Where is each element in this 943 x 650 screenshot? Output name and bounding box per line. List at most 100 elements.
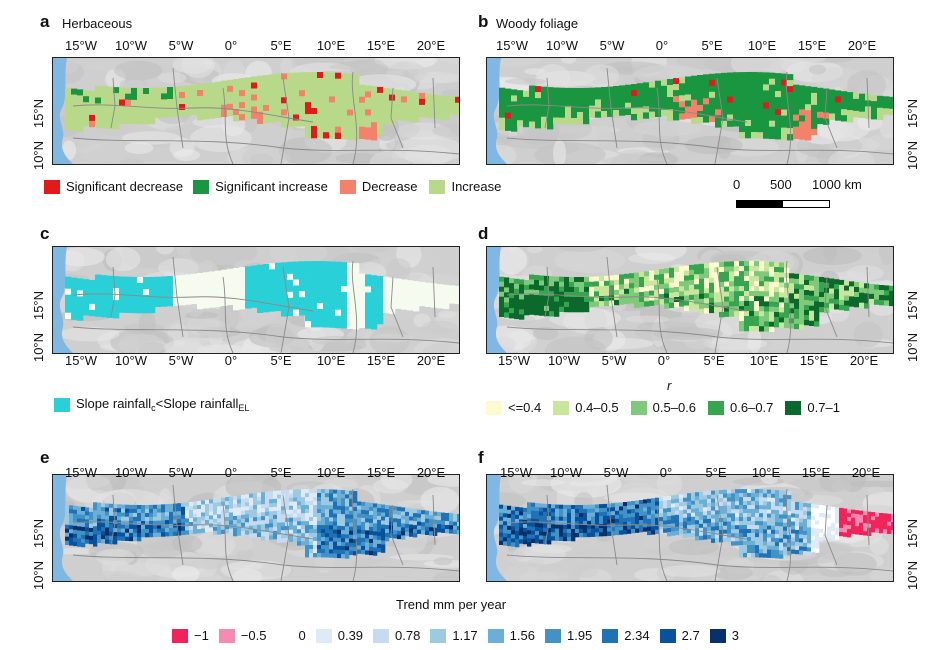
map-cell [754, 266, 760, 272]
map-cell [759, 529, 764, 534]
map-cell [747, 489, 752, 494]
map-cell [771, 549, 776, 555]
map-cell [101, 116, 108, 123]
map-cell [143, 283, 150, 290]
map-cell [535, 104, 542, 111]
map-cell [353, 535, 358, 540]
map-cell [697, 87, 704, 94]
map-cell [117, 508, 122, 513]
map-cell [269, 263, 276, 270]
map-cell [869, 288, 875, 295]
map-cell [771, 517, 776, 523]
map-cell [539, 519, 544, 524]
map-cell [421, 530, 426, 535]
relief-shade [56, 247, 105, 267]
map-cell [245, 95, 252, 102]
map-cell [193, 521, 198, 526]
map-cell [371, 98, 378, 105]
map-cell [807, 515, 812, 520]
map-cell [203, 278, 210, 285]
map-cell [809, 310, 815, 316]
map-cell [867, 531, 872, 536]
map-cell [733, 90, 740, 97]
map-cell [531, 526, 536, 531]
map-cell [113, 306, 120, 313]
map-cell [353, 523, 358, 528]
map-cell [257, 117, 264, 124]
map-cell [584, 306, 590, 313]
map-cell [397, 510, 402, 516]
map-cell [203, 101, 210, 108]
map-cell [161, 532, 166, 537]
map-cell [847, 517, 852, 522]
map-cell [273, 526, 278, 532]
map-cell [789, 303, 795, 309]
map-cell [775, 542, 780, 547]
map-cell [413, 293, 420, 300]
map-cell [679, 101, 686, 108]
map-cell [311, 108, 318, 115]
map-cell [317, 533, 322, 538]
map-cell [389, 295, 396, 302]
map-cell [511, 534, 516, 539]
legend-item-increase: Increase [429, 179, 501, 194]
map-cell [197, 525, 202, 530]
map-cell [587, 532, 592, 538]
map-cell [804, 280, 810, 286]
map-cell [673, 108, 680, 115]
map-cell [684, 300, 690, 306]
map-cell [594, 276, 600, 282]
map-cell [763, 553, 768, 558]
map-cell [311, 279, 318, 286]
map-cell [149, 532, 154, 538]
map-cell [669, 282, 675, 288]
map-cell [299, 120, 306, 127]
map-cell [419, 98, 426, 106]
map-cell [591, 504, 596, 509]
relief-shade [59, 475, 111, 489]
map-cell [595, 87, 602, 94]
map-cell [337, 525, 342, 531]
map-cell [735, 521, 740, 526]
map-cell [851, 525, 856, 530]
map-cell [714, 292, 720, 298]
map-cell [819, 537, 824, 542]
map-cell [763, 108, 770, 115]
map-cell [305, 279, 312, 286]
map-cell [69, 533, 74, 538]
map-cell [811, 122, 818, 130]
map-cell [679, 301, 685, 307]
map-cell [449, 521, 454, 526]
map-cell [655, 110, 662, 117]
map-cell [649, 285, 655, 291]
map-cell [273, 498, 278, 504]
map-cell [721, 90, 728, 98]
map-cell [499, 291, 505, 297]
map-cell [549, 291, 555, 297]
map-cell [105, 531, 110, 536]
map-cell [305, 267, 312, 274]
map-cell [201, 504, 206, 509]
map-cell [504, 277, 510, 283]
map-cell [764, 271, 770, 277]
map-cell [523, 523, 528, 529]
map-cell [763, 90, 770, 97]
map-cell [527, 506, 532, 511]
map-cell [453, 525, 458, 530]
map-cell [311, 96, 318, 103]
map-cell [333, 537, 338, 542]
map-cell [787, 523, 792, 528]
map-cell [781, 127, 788, 134]
map-cell [584, 281, 590, 288]
map-cell [309, 549, 314, 554]
map-cell [771, 525, 776, 531]
map-cell [564, 286, 570, 293]
map-cell [263, 81, 270, 88]
map-cell [401, 285, 408, 292]
map-cell [83, 285, 90, 292]
map-cell [419, 92, 426, 100]
map-cell [799, 314, 805, 320]
lon-tick-label: 15°W [500, 465, 532, 480]
map-cell [443, 302, 450, 310]
map-cell [807, 543, 812, 548]
